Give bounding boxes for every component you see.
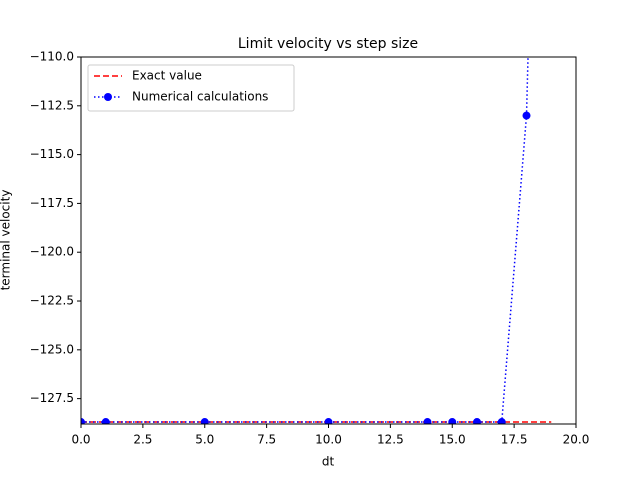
series-line [81,57,529,423]
point-marker [101,418,110,424]
x-tick-label: 7.5 [257,433,276,447]
point-marker [448,418,457,424]
point-marker [423,418,432,424]
point-marker [81,418,85,424]
x-tick-label: 0.0 [71,433,90,447]
point-marker [324,418,333,424]
y-tick-label: −110.0 [30,50,74,64]
y-tick-label: −125.0 [30,342,74,356]
point-marker [200,418,209,424]
x-tick-label: 5.0 [195,433,214,447]
x-tick-label: 17.5 [501,433,528,447]
legend-label: Numerical calculations [132,90,268,104]
chart-title: Limit velocity vs step size [238,36,418,52]
x-axis-label: dt [322,455,335,469]
y-tick-label: −117.5 [30,196,74,210]
x-tick-label: 10.0 [315,433,342,447]
legend-box [87,64,295,112]
axes-frame [80,56,577,425]
x-tick-label: 20.0 [563,433,590,447]
plot-area [81,57,552,424]
y-tick-label: −120.0 [30,245,74,259]
y-axis-label: terminal velocity [0,190,13,291]
y-tick-label: −122.5 [30,294,74,308]
point-marker [473,418,481,424]
x-tick-label: 2.5 [133,433,152,447]
y-tick-label: −115.0 [30,147,74,161]
x-tick-label: 12.5 [377,433,404,447]
y-tick-label: −112.5 [30,98,74,112]
legend-label: Exact value [132,69,202,83]
point-marker [497,418,506,424]
point-marker [522,111,531,120]
x-tick-label: 15.0 [439,433,466,447]
y-tick-label: −127.5 [30,391,74,405]
legend-marker [104,93,112,101]
